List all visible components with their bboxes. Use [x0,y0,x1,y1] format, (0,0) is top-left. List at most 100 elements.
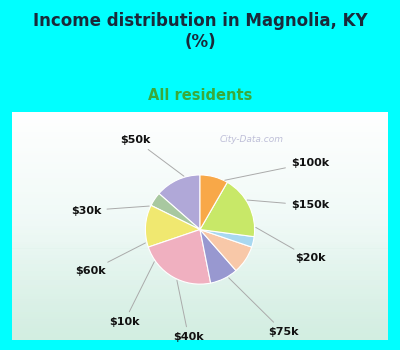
Bar [12,230,388,232]
Bar [12,205,388,208]
Bar [12,235,388,237]
Bar [12,251,388,253]
Bar [12,267,388,269]
Wedge shape [200,182,254,237]
Bar [12,214,388,217]
Bar [12,292,388,294]
Bar [12,280,388,283]
Bar [12,183,388,185]
Bar [12,274,388,276]
Bar [12,203,388,205]
Bar [12,198,388,201]
Wedge shape [148,230,211,284]
Bar [12,283,388,285]
Bar [12,299,388,301]
Bar [12,121,388,123]
Bar [12,139,388,141]
Bar [12,258,388,260]
Bar [12,251,388,253]
Text: $50k: $50k [120,135,184,176]
Bar [12,274,388,276]
Bar [12,112,388,114]
Bar [12,276,388,278]
Bar [12,148,388,150]
Bar [12,146,388,148]
Bar [12,135,388,137]
Bar [12,180,388,183]
Text: City-Data.com: City-Data.com [220,135,284,144]
Text: $60k: $60k [75,243,146,276]
Bar [12,312,388,314]
Bar [12,123,388,126]
Bar [12,150,388,153]
Bar [12,289,388,292]
Bar [12,232,388,235]
Bar [12,256,388,258]
Text: Income distribution in Magnolia, KY
(%): Income distribution in Magnolia, KY (%) [33,12,367,51]
Bar [12,330,388,332]
Text: $20k: $20k [256,228,325,263]
Bar [12,132,388,135]
Bar [12,294,388,296]
Bar [12,303,388,305]
Bar [12,244,388,246]
Bar [12,285,388,287]
Bar [12,289,388,292]
Bar [12,256,388,258]
Bar [12,244,388,246]
Bar [12,167,388,169]
Bar [12,308,388,310]
Bar [12,128,388,130]
Bar [12,223,388,226]
Bar [12,265,388,267]
Bar [12,314,388,317]
Bar [12,160,388,162]
Bar [12,208,388,210]
Bar [12,271,388,274]
Bar [12,299,388,301]
Bar [12,296,388,299]
Bar [12,155,388,158]
Bar [12,301,388,303]
Bar [12,287,388,289]
Bar [12,248,388,251]
Text: $150k: $150k [247,200,329,210]
Wedge shape [151,194,200,230]
Bar [12,278,388,280]
Bar [12,164,388,167]
Bar [12,253,388,255]
Text: $100k: $100k [225,158,329,180]
Bar [12,310,388,312]
Bar [12,283,388,285]
Bar [12,114,388,117]
Bar [12,269,388,271]
Bar [12,301,388,303]
Text: $75k: $75k [229,278,299,337]
Bar [12,319,388,321]
Wedge shape [146,205,200,247]
Bar [12,176,388,178]
Bar [12,305,388,308]
Bar [12,330,388,332]
Bar [12,269,388,271]
Bar [12,226,388,228]
Bar [12,178,388,180]
Bar [12,287,388,289]
Bar [12,130,388,132]
Bar [12,321,388,323]
Bar [12,278,388,280]
Bar [12,246,388,248]
Wedge shape [200,230,254,247]
Bar [12,260,388,262]
Bar [12,144,388,146]
Bar [12,296,388,299]
Bar [12,335,388,337]
Bar [12,248,388,251]
Bar [12,305,388,308]
Wedge shape [200,230,236,283]
Bar [12,201,388,203]
Bar [12,308,388,310]
Bar [12,337,388,340]
Bar [12,117,388,119]
Bar [12,191,388,194]
